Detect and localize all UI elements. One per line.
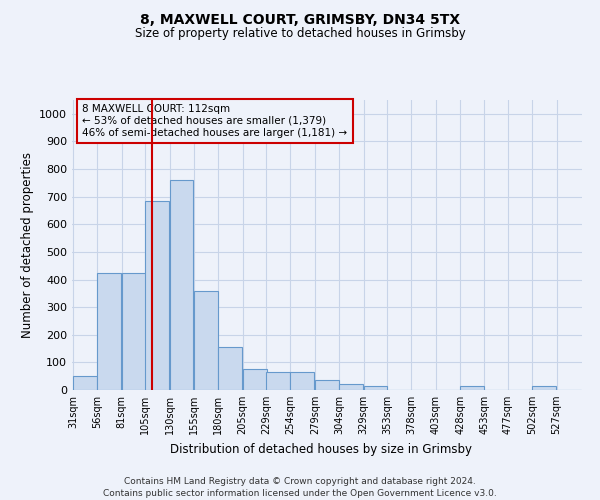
Text: Contains HM Land Registry data © Crown copyright and database right 2024.: Contains HM Land Registry data © Crown c… <box>124 478 476 486</box>
Bar <box>97 272 121 390</box>
Bar <box>242 370 266 390</box>
Text: 8, MAXWELL COURT, GRIMSBY, DN34 5TX: 8, MAXWELL COURT, GRIMSBY, DN34 5TX <box>140 12 460 26</box>
Bar <box>339 384 363 390</box>
Text: 8 MAXWELL COURT: 112sqm
← 53% of detached houses are smaller (1,379)
46% of semi: 8 MAXWELL COURT: 112sqm ← 53% of detache… <box>82 104 347 138</box>
Bar <box>364 386 388 390</box>
Bar <box>73 376 97 390</box>
Text: Distribution of detached houses by size in Grimsby: Distribution of detached houses by size … <box>170 442 472 456</box>
Bar <box>460 386 484 390</box>
Bar <box>122 272 146 390</box>
Bar <box>532 386 556 390</box>
Bar <box>315 380 339 390</box>
Bar <box>194 290 218 390</box>
Bar <box>290 372 314 390</box>
Bar <box>170 180 193 390</box>
Bar <box>218 347 242 390</box>
Text: Size of property relative to detached houses in Grimsby: Size of property relative to detached ho… <box>134 28 466 40</box>
Bar <box>145 201 169 390</box>
Bar <box>266 372 290 390</box>
Text: Contains public sector information licensed under the Open Government Licence v3: Contains public sector information licen… <box>103 489 497 498</box>
Y-axis label: Number of detached properties: Number of detached properties <box>20 152 34 338</box>
